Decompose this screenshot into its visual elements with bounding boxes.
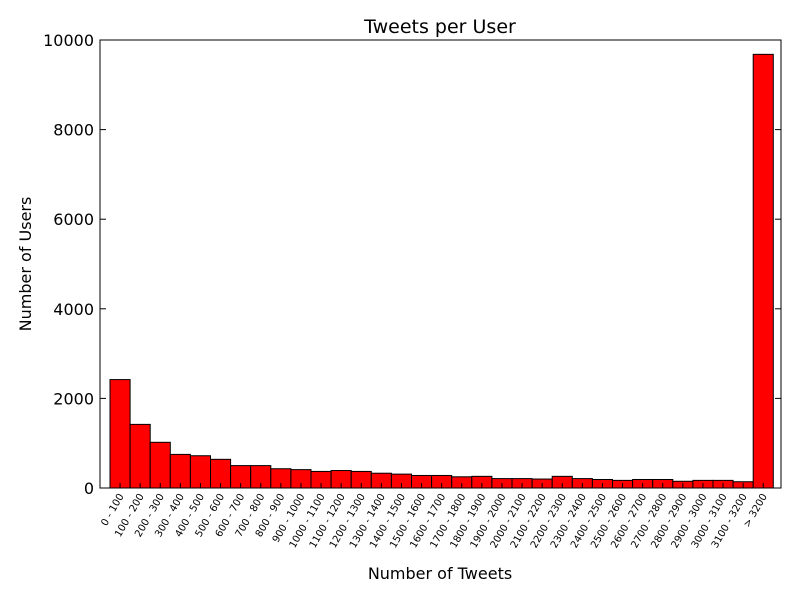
y-tick-label: 4000 xyxy=(53,300,94,319)
chart-title: Tweets per User xyxy=(363,16,516,38)
y-tick-label: 0 xyxy=(84,479,94,498)
y-tick-label: 6000 xyxy=(53,210,94,229)
x-axis-label: Number of Tweets xyxy=(368,564,512,583)
bar xyxy=(169,453,191,489)
plot-frame xyxy=(99,39,782,489)
bar xyxy=(752,53,774,489)
bars-group xyxy=(109,53,774,489)
y-axis-label: Number of Users xyxy=(16,197,35,332)
bar xyxy=(109,379,131,489)
y-tick-label: 2000 xyxy=(53,389,94,408)
bar xyxy=(149,441,171,489)
y-tick-label: 10000 xyxy=(43,31,94,50)
y-axis: 0 2000 4000 6000 8000 10000 xyxy=(43,31,781,498)
bar xyxy=(129,423,151,489)
y-tick-label: 8000 xyxy=(53,121,94,140)
